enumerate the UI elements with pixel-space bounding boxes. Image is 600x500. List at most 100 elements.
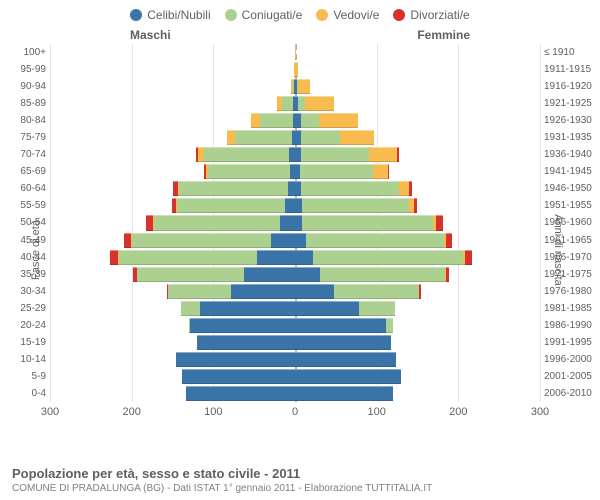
female-bar — [295, 233, 452, 248]
bar-segment — [298, 79, 309, 94]
female-bar — [295, 62, 298, 77]
legend-label: Coniugati/e — [242, 8, 303, 22]
bar-segment — [419, 284, 421, 299]
grid-line — [540, 44, 541, 402]
bar-segment — [295, 352, 396, 367]
age-label: 20-24 — [8, 317, 46, 334]
bar-segment — [369, 147, 397, 162]
legend: Celibi/NubiliConiugati/eVedovi/eDivorzia… — [0, 0, 600, 26]
age-row: 75-791931-1935 — [50, 129, 540, 146]
age-row: 70-741936-1940 — [50, 146, 540, 163]
birth-label: 1956-1960 — [544, 214, 600, 231]
bar-segment — [132, 233, 271, 248]
age-label: 90-94 — [8, 78, 46, 95]
male-bar — [133, 267, 295, 282]
age-label: 95-99 — [8, 61, 46, 78]
bar-segment — [137, 267, 245, 282]
bar-segment — [295, 215, 302, 230]
bar-segment — [177, 198, 285, 213]
age-row: 60-641946-1950 — [50, 180, 540, 197]
legend-label: Celibi/Nubili — [147, 8, 210, 22]
age-label: 80-84 — [8, 112, 46, 129]
bar-segment — [295, 62, 298, 77]
female-bar — [295, 164, 389, 179]
bar-segment — [373, 164, 388, 179]
male-bar — [251, 113, 295, 128]
legend-item: Coniugati/e — [225, 8, 303, 22]
bar-segment — [227, 130, 234, 145]
age-label: 5-9 — [8, 368, 46, 385]
female-bar — [295, 250, 472, 265]
birth-label: 1996-2000 — [544, 351, 600, 368]
male-bar — [189, 318, 295, 333]
male-bar — [172, 198, 295, 213]
age-label: 100+ — [8, 44, 46, 61]
bar-segment — [414, 198, 417, 213]
bars-container: 100+≤ 191095-991911-191590-941916-192085… — [50, 44, 540, 402]
bar-segment — [301, 181, 399, 196]
bar-segment — [176, 352, 295, 367]
female-bar — [295, 79, 310, 94]
male-bar — [277, 96, 295, 111]
age-label: 65-69 — [8, 163, 46, 180]
x-tick: 100 — [367, 406, 385, 418]
age-label: 15-19 — [8, 334, 46, 351]
age-label: 75-79 — [8, 129, 46, 146]
bar-segment — [386, 318, 393, 333]
bar-segment — [399, 181, 410, 196]
age-row: 55-591951-1955 — [50, 197, 540, 214]
bar-segment — [295, 250, 313, 265]
age-row: 95-991911-1915 — [50, 61, 540, 78]
age-label: 25-29 — [8, 300, 46, 317]
age-row: 25-291981-1985 — [50, 300, 540, 317]
female-bar — [295, 369, 401, 384]
bar-segment — [154, 215, 281, 230]
birth-label: 1921-1925 — [544, 95, 600, 112]
bar-segment — [409, 181, 411, 196]
bar-segment — [305, 96, 334, 111]
male-bar — [197, 335, 295, 350]
birth-label: 1931-1935 — [544, 129, 600, 146]
bar-segment — [295, 267, 320, 282]
male-header: Maschi — [130, 28, 171, 42]
bar-segment — [182, 369, 295, 384]
female-bar — [295, 96, 334, 111]
age-label: 70-74 — [8, 146, 46, 163]
age-row: 90-941916-1920 — [50, 78, 540, 95]
bar-segment — [271, 233, 296, 248]
bar-segment — [320, 267, 446, 282]
age-label: 55-59 — [8, 197, 46, 214]
bar-segment — [110, 250, 118, 265]
x-tick: 100 — [204, 406, 222, 418]
female-bar — [295, 352, 396, 367]
x-tick: 200 — [122, 406, 140, 418]
age-label: 0-4 — [8, 385, 46, 402]
bar-segment — [301, 130, 340, 145]
female-bar — [295, 198, 417, 213]
bar-segment — [280, 215, 295, 230]
bar-segment — [200, 301, 295, 316]
birth-label: 1981-1985 — [544, 300, 600, 317]
age-row: 40-441966-1970 — [50, 249, 540, 266]
birth-label: ≤ 1910 — [544, 44, 600, 61]
bar-segment — [251, 113, 260, 128]
female-bar — [295, 45, 296, 60]
age-label: 10-14 — [8, 351, 46, 368]
female-bar — [295, 130, 374, 145]
bar-segment — [300, 164, 374, 179]
age-label: 60-64 — [8, 180, 46, 197]
birth-label: 1961-1965 — [544, 232, 600, 249]
bar-segment — [295, 335, 391, 350]
male-bar — [196, 147, 295, 162]
bar-segment — [340, 130, 374, 145]
bar-segment — [295, 369, 401, 384]
age-row: 100+≤ 1910 — [50, 44, 540, 61]
bar-segment — [397, 147, 399, 162]
bar-segment — [282, 96, 293, 111]
legend-item: Celibi/Nubili — [130, 8, 210, 22]
x-tick: 0 — [292, 406, 298, 418]
male-bar — [173, 181, 295, 196]
birth-label: 1936-1940 — [544, 146, 600, 163]
x-axis: 3002001000100200300 — [50, 402, 540, 422]
female-bar — [295, 386, 393, 401]
